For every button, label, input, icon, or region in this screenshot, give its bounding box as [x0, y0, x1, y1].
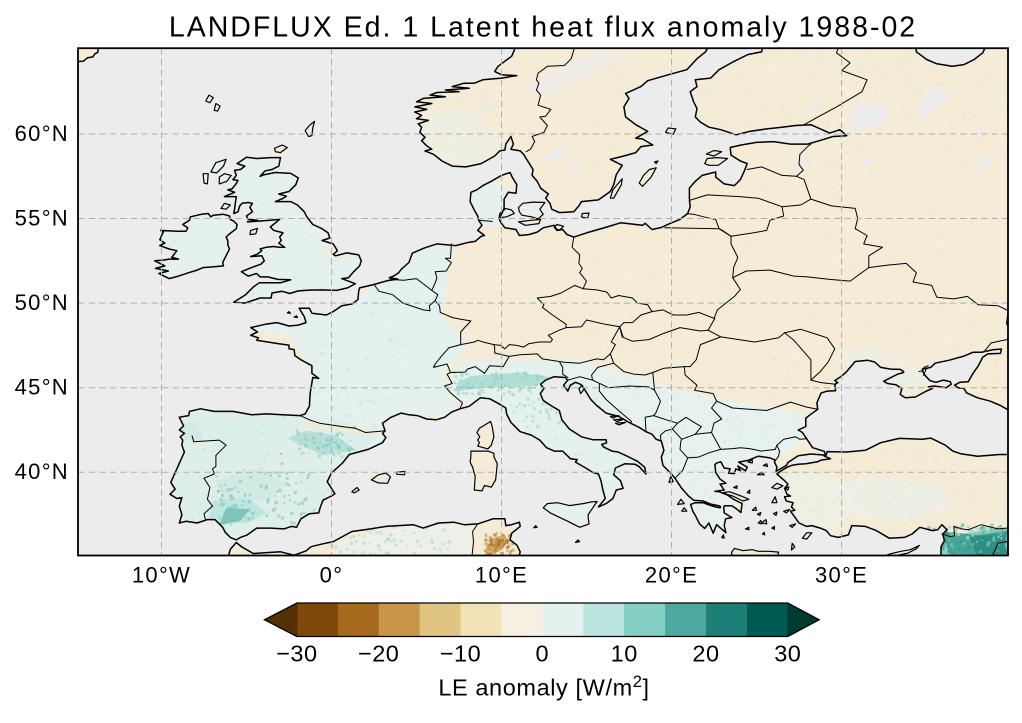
- svg-text:LE anomaly [W/m2]: LE anomaly [W/m2]: [438, 673, 649, 701]
- svg-text:30: 30: [774, 640, 801, 666]
- svg-text:40°N: 40°N: [15, 459, 69, 484]
- svg-text:45°N: 45°N: [15, 375, 69, 400]
- svg-text:50°N: 50°N: [15, 290, 69, 315]
- svg-text:10°E: 10°E: [475, 563, 528, 588]
- svg-text:55°N: 55°N: [15, 205, 69, 230]
- svg-text:−30: −30: [276, 640, 317, 666]
- svg-text:10: 10: [611, 640, 638, 666]
- svg-text:0°: 0°: [320, 563, 344, 588]
- svg-text:10°W: 10°W: [132, 563, 191, 588]
- svg-text:0: 0: [536, 640, 550, 666]
- svg-text:LANDFLUX Ed. 1 Latent heat flu: LANDFLUX Ed. 1 Latent heat flux anomaly …: [169, 12, 917, 44]
- svg-text:60°N: 60°N: [15, 121, 69, 146]
- svg-text:30°E: 30°E: [815, 563, 868, 588]
- svg-text:20: 20: [692, 640, 719, 666]
- svg-text:20°E: 20°E: [645, 563, 698, 588]
- svg-text:−20: −20: [358, 640, 399, 666]
- svg-text:−10: −10: [440, 640, 481, 666]
